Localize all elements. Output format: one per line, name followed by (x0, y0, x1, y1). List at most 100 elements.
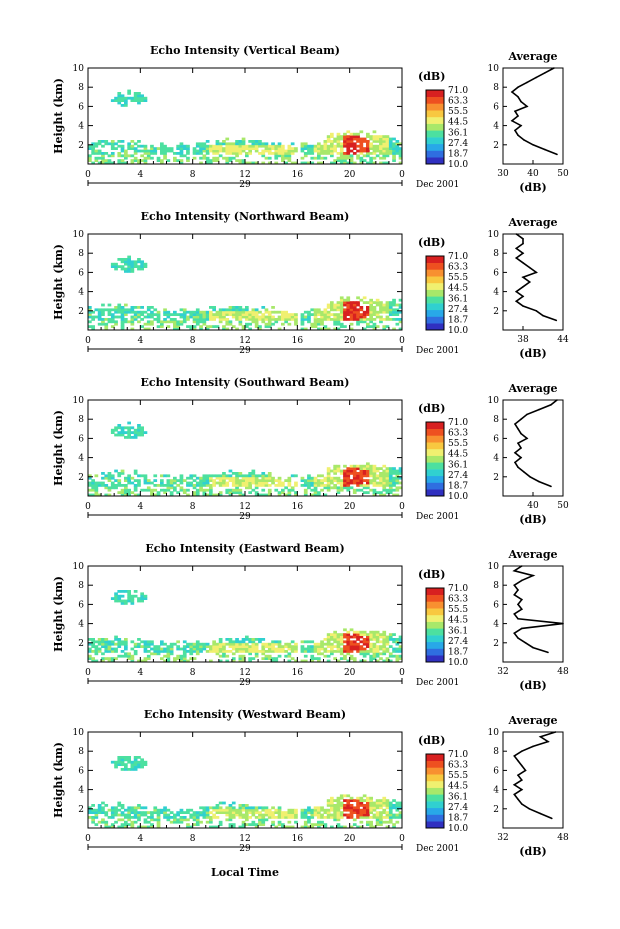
colorbar-swatch (426, 323, 444, 331)
heatmap-cell (218, 650, 223, 653)
heatmap-cell (258, 811, 262, 814)
heatmap-cell (261, 808, 266, 812)
heatmap-cell (284, 320, 288, 324)
heatmap-cell (133, 147, 138, 150)
heatmap-cell (271, 322, 275, 326)
heatmap-cell (372, 327, 377, 331)
heatmap-cell (146, 816, 151, 819)
heatmap-cell (104, 804, 109, 807)
heatmap-cell (326, 152, 331, 155)
heatmap-cell (251, 140, 256, 143)
heatmap-cell (372, 633, 377, 636)
heatmap-cell (137, 825, 141, 829)
heatmap-cell (179, 479, 184, 482)
heatmap-cell (385, 154, 390, 158)
heatmap-cell (97, 156, 102, 160)
heatmap-cell (202, 647, 207, 651)
colorbar-swatch (426, 462, 444, 470)
heatmap-cell (133, 479, 138, 482)
heatmap-cell (343, 647, 347, 651)
heatmap-cell (143, 159, 148, 162)
heatmap-cell (375, 633, 380, 636)
heatmap-cell (222, 327, 226, 331)
heatmap-cell (385, 481, 390, 485)
heatmap-cell (369, 808, 373, 812)
heatmap-cell (133, 488, 138, 492)
heatmap-cell (330, 808, 334, 812)
x-tick-label: 4 (137, 502, 143, 512)
heatmap-cell (133, 149, 138, 153)
x-tick-label: 0 (85, 668, 91, 678)
heatmap-cell (150, 825, 154, 829)
heatmap-cell (176, 313, 180, 316)
heatmap-cell (375, 315, 380, 319)
heatmap-cell (261, 313, 266, 316)
heatmap-cell (352, 808, 357, 812)
heatmap-cell (382, 156, 387, 160)
heatmap-cell (189, 484, 194, 487)
heatmap-cell (274, 147, 279, 150)
profile-point (515, 247, 518, 250)
panel-0: Echo Intensity (Vertical Beam)246810Heig… (52, 44, 569, 194)
heatmap-cell (385, 469, 390, 473)
heatmap-cell (114, 760, 118, 764)
heatmap-cell (130, 481, 135, 485)
profile-y-tick-label: 6 (493, 600, 499, 610)
x-tick-label: 20 (344, 170, 356, 180)
heatmap-cell (343, 633, 347, 636)
x-tick-label: 8 (190, 170, 196, 180)
heatmap-cell (388, 633, 393, 636)
heatmap-cell (124, 476, 128, 480)
heatmap-cell (94, 486, 99, 490)
heatmap-cell (267, 315, 272, 319)
panel-title: Echo Intensity (Southward Beam) (141, 376, 350, 389)
heatmap-cell (150, 306, 154, 309)
heatmap-cell (281, 313, 285, 316)
heatmap-cell (359, 630, 364, 634)
heatmap-cell (261, 816, 266, 819)
heatmap-cell (281, 813, 285, 817)
heatmap-cell (120, 599, 125, 603)
heatmap-cell (366, 823, 370, 826)
heatmap-cell (186, 811, 190, 814)
heatmap-cell (245, 642, 249, 646)
heatmap-cell (352, 640, 357, 644)
heatmap-cell (388, 313, 393, 316)
heatmap-cell (137, 426, 141, 430)
heatmap-cell (369, 816, 373, 819)
heatmap-cell (382, 147, 387, 150)
heatmap-cell (398, 154, 403, 158)
heatmap-cell (326, 144, 331, 148)
heatmap-cell (110, 313, 115, 316)
heatmap-cell (369, 472, 373, 475)
heatmap-cell (362, 816, 367, 819)
heatmap-cell (94, 640, 99, 644)
heatmap-cell (323, 825, 328, 829)
heatmap-cell (379, 806, 383, 810)
heatmap-cell (281, 318, 285, 321)
heatmap-cell (163, 149, 167, 153)
heatmap-cell (225, 808, 230, 812)
heatmap-cell (317, 813, 321, 817)
profile-x-tick-label: 32 (497, 667, 508, 677)
heatmap-cell (333, 161, 337, 165)
heatmap-cell (133, 94, 138, 98)
heatmap-cell (375, 652, 380, 656)
heatmap-cell (248, 491, 252, 494)
heatmap-cell (326, 635, 331, 639)
profile-point (517, 466, 519, 469)
heatmap-cell (248, 652, 252, 656)
heatmap-cell (166, 818, 171, 822)
heatmap-cell (192, 479, 197, 482)
heatmap-cell (375, 149, 380, 153)
heatmap-cell (261, 645, 266, 648)
heatmap-cell (101, 322, 105, 326)
heatmap-cell (186, 818, 190, 822)
heatmap-cell (160, 159, 164, 162)
heatmap-cell (303, 650, 308, 653)
heatmap-cell (379, 818, 383, 822)
heatmap-cell (173, 310, 177, 314)
heatmap-cell (124, 258, 128, 261)
heatmap-cell (379, 479, 383, 482)
heatmap-cell (398, 142, 403, 146)
